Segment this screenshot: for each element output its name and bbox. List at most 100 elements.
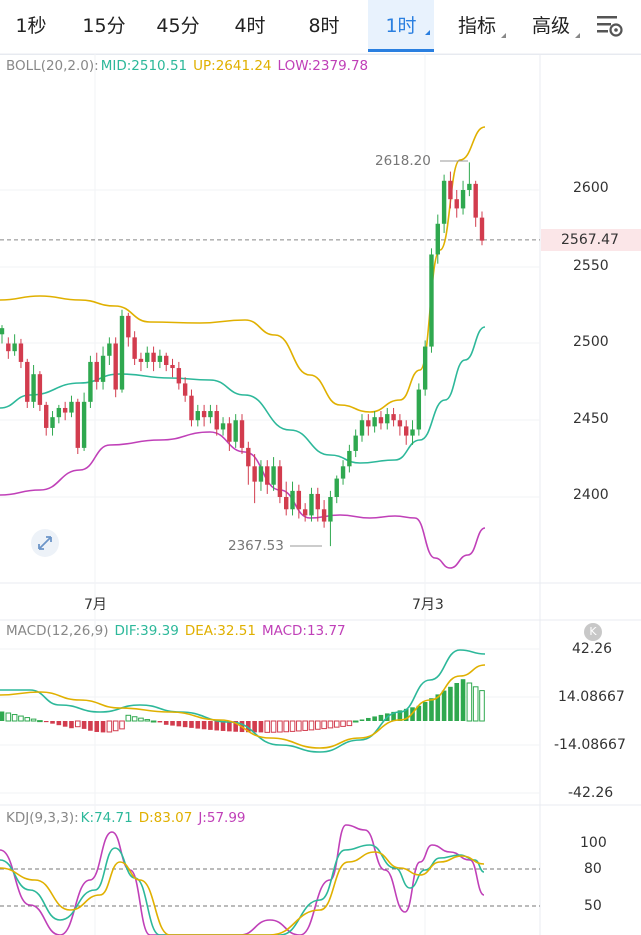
kdj-d-line bbox=[0, 851, 485, 935]
candle-body bbox=[214, 411, 219, 430]
candle-body bbox=[385, 414, 390, 424]
tab-15m[interactable]: 15分 bbox=[82, 15, 126, 37]
candle-body bbox=[113, 343, 118, 390]
candle-body bbox=[460, 190, 466, 209]
macd-badge[interactable]: K bbox=[584, 623, 602, 641]
candle-body bbox=[372, 417, 377, 427]
candle-body bbox=[435, 223, 440, 255]
candles bbox=[0, 160, 485, 547]
candle-body bbox=[302, 509, 308, 516]
candle-body bbox=[328, 497, 333, 522]
candle-body bbox=[157, 355, 163, 362]
macd-legend: MACD(12,26,9) DIF:39.39 DEA:32.51 MACD:13.7… bbox=[6, 623, 352, 639]
macd-histogram-bar bbox=[441, 690, 447, 721]
candle-body bbox=[75, 401, 80, 448]
time-axis-label: 7月3 bbox=[412, 597, 444, 613]
chart-settings-icon[interactable] bbox=[594, 12, 624, 40]
macd-name: MACD(12,26,9) bbox=[6, 623, 109, 639]
macd-histogram-bar bbox=[112, 720, 119, 732]
macd-histogram-bar bbox=[30, 718, 37, 722]
macd-histogram-bar bbox=[220, 721, 226, 731]
tab-advanced[interactable]: 高级 bbox=[518, 0, 584, 52]
macd-histogram-bar bbox=[138, 717, 144, 722]
candle-body bbox=[296, 490, 302, 510]
candle-body bbox=[227, 423, 232, 442]
macd-axis-label: 42.26 bbox=[572, 641, 613, 657]
macd-histogram-bar bbox=[308, 720, 315, 731]
candle-body bbox=[448, 180, 453, 200]
candle-body bbox=[195, 411, 200, 421]
candle-body bbox=[359, 420, 365, 436]
tab-45m[interactable]: 45分 bbox=[156, 15, 200, 37]
macd-histogram-bar bbox=[233, 721, 238, 732]
macd-histogram-bar bbox=[359, 719, 365, 721]
candle-body bbox=[309, 493, 314, 516]
macd-histogram-bar bbox=[0, 711, 5, 721]
candle-body bbox=[50, 417, 55, 428]
candle-body bbox=[321, 509, 327, 522]
tab-8h[interactable]: 8时 bbox=[308, 15, 340, 37]
candle-body bbox=[138, 358, 144, 362]
macd-histogram-bar bbox=[43, 721, 49, 723]
price-axis-label: 2400 bbox=[573, 487, 609, 503]
candle-body bbox=[441, 180, 447, 224]
macd-histogram-bar bbox=[327, 720, 334, 729]
macd-histogram-bar bbox=[201, 721, 207, 730]
candle-body bbox=[208, 411, 213, 418]
tab-indicators[interactable]: 指标 bbox=[444, 0, 510, 52]
high-annotation: 2618.20 bbox=[375, 153, 431, 169]
boll-upper-line bbox=[0, 126, 486, 413]
macd-histogram-bar bbox=[346, 720, 353, 727]
candle-body bbox=[170, 364, 175, 369]
candle-body bbox=[366, 420, 371, 427]
tab-1h[interactable]: 1时 bbox=[368, 0, 434, 52]
candle-body bbox=[18, 343, 24, 362]
expand-icon[interactable] bbox=[30, 528, 60, 558]
timeframe-bar: 1秒 15分 45分 4时 8时 1时 指标 高级 bbox=[0, 0, 641, 55]
macd-histogram-bar bbox=[208, 721, 213, 730]
grid bbox=[0, 53, 641, 935]
candle-body bbox=[100, 355, 106, 382]
candle-body bbox=[284, 497, 289, 510]
macd-histogram-bar bbox=[435, 694, 441, 721]
candle-body bbox=[182, 383, 188, 396]
candle-body bbox=[397, 420, 403, 427]
tab-indicators-label: 指标 bbox=[457, 15, 496, 37]
macd-histogram-bar bbox=[246, 721, 251, 733]
candle-body bbox=[271, 466, 276, 485]
price-axis-label: 2550 bbox=[573, 258, 609, 274]
macd-histogram-bar bbox=[182, 721, 188, 728]
dropdown-triangle-icon bbox=[425, 30, 430, 35]
macd-value: MACD:13.77 bbox=[261, 623, 346, 639]
candle-body bbox=[473, 183, 478, 218]
candle-body bbox=[378, 417, 384, 424]
tab-1s[interactable]: 1秒 bbox=[15, 15, 47, 37]
macd-histogram-bar bbox=[378, 714, 384, 721]
kdj-name: KDJ(9,3,3): bbox=[6, 810, 79, 826]
candle-body bbox=[145, 352, 150, 362]
candle-body bbox=[81, 401, 87, 448]
kdj-axis-label: 100 bbox=[580, 835, 607, 851]
macd-dea: DEA:32.51 bbox=[184, 623, 256, 639]
candle-body bbox=[233, 420, 238, 442]
macd-histogram-bar bbox=[340, 720, 346, 727]
macd-histogram-bar bbox=[94, 721, 100, 732]
macd-panel bbox=[0, 649, 486, 753]
candle-body bbox=[391, 414, 396, 421]
macd-histogram-bar bbox=[422, 702, 428, 721]
price-axis-label: 2600 bbox=[573, 180, 609, 196]
macd-histogram-bar bbox=[157, 721, 163, 723]
time-axis-label: 7月 bbox=[84, 597, 107, 613]
macd-histogram-bar bbox=[37, 720, 43, 723]
tab-4h[interactable]: 4时 bbox=[234, 15, 266, 37]
kdj-axis-label: 50 bbox=[584, 898, 602, 914]
macd-histogram-bar bbox=[333, 720, 340, 728]
candle-body bbox=[404, 426, 409, 436]
macd-histogram-bar bbox=[125, 714, 132, 722]
macd-histogram-bar bbox=[18, 715, 24, 722]
macd-histogram-bar bbox=[100, 721, 106, 733]
macd-histogram-bar bbox=[372, 716, 377, 721]
dropdown-triangle-icon bbox=[501, 33, 506, 38]
kdj-legend: KDJ(9,3,3): K:74.71 D:83.07 J:57.99 bbox=[6, 810, 252, 826]
